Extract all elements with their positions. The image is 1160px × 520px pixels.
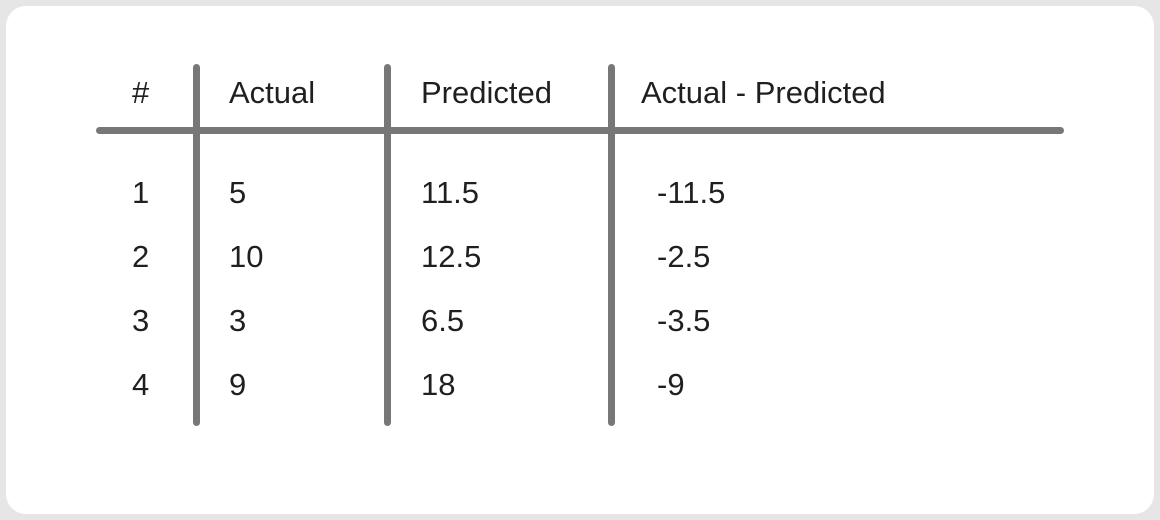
header-index: # [132,75,150,110]
table-cell: 1 [132,175,150,210]
table-cell: 3 [132,303,150,338]
column-divider-3 [608,64,615,426]
header-difference: Actual - Predicted [641,75,886,110]
table-cell: -9 [657,367,685,402]
header-actual: Actual [229,75,316,110]
table-cell: 6.5 [421,303,465,338]
table-cell: 11.5 [421,175,480,210]
header-predicted: Predicted [421,75,552,110]
table-cell: -3.5 [657,303,711,338]
table-cell: 2 [132,239,150,274]
column-divider-2 [384,64,391,426]
table-card [6,6,1154,514]
column-divider-1 [193,64,200,426]
table-cell: -11.5 [657,175,726,210]
header-divider [96,127,1064,134]
table-cell: 5 [229,175,247,210]
table-cell: 18 [421,367,456,402]
table-cell: 4 [132,367,150,402]
table-cell: 3 [229,303,247,338]
table-cell: 10 [229,239,264,274]
table-cell: 12.5 [421,239,482,274]
table-cell: 9 [229,367,247,402]
table-cell: -2.5 [657,239,711,274]
